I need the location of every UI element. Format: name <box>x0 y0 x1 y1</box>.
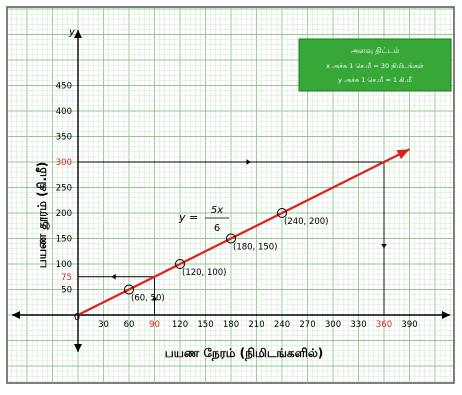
scale-box-line-1: x அச்சு 1 செ.மீ = 30 நிமிடங்கள் <box>326 62 425 70</box>
data-point-label: (240, 200) <box>284 217 328 227</box>
y-tick-label: 100 <box>56 260 72 270</box>
x-tick-label: 120 <box>172 320 188 330</box>
data-point-label: (60, 50) <box>131 294 165 304</box>
scale-box-background <box>298 38 452 92</box>
y-axis-label: பயண தூரம் (கி.மீ) <box>35 162 50 268</box>
x-tick-label: 270 <box>299 320 315 330</box>
equation-label: y = 5x 6 <box>178 205 229 234</box>
equation-eq: = <box>189 211 198 224</box>
x-axis-label: பயண நேரம் (நிமிடங்களில்) <box>165 346 324 361</box>
series-arrowhead <box>396 149 410 160</box>
guide-arrow-x360-down-head <box>381 244 387 249</box>
data-point <box>124 284 134 295</box>
y-axis-letter: y <box>68 27 76 38</box>
x-tick-label: 210 <box>248 320 264 330</box>
y-tick-label: 300 <box>56 158 72 168</box>
y-tick-label: 450 <box>56 82 72 92</box>
data-point <box>175 259 185 269</box>
x-tick-label: 300 <box>325 320 341 330</box>
y-axis-arrow-top <box>74 30 82 38</box>
equation-numerator: 5x <box>211 205 223 216</box>
x-tick-label: 180 <box>223 320 239 330</box>
y-tick-label: 250 <box>56 184 72 194</box>
y-axis-arrow-bottom <box>74 344 82 352</box>
y-tick-label: 50 <box>61 286 72 296</box>
guide-arrow-y75-left-head <box>111 274 116 280</box>
equation-lhs: y <box>178 211 186 224</box>
x-tick-label: 330 <box>350 320 366 330</box>
data-point <box>277 208 287 218</box>
y-tick-label: 350 <box>56 133 72 143</box>
x-tick-label: 360 <box>376 320 392 330</box>
data-point-label: (120, 100) <box>182 268 226 278</box>
scale-box-title: அளவு திட்டம் <box>351 46 400 55</box>
x-tick-label: 30 <box>98 320 109 330</box>
data-point <box>226 233 236 244</box>
scale-box: அளவு திட்டம் x அச்சு 1 செ.மீ = 30 நிமிடங… <box>298 38 452 92</box>
x-tick-label: 390 <box>401 320 417 330</box>
scale-box-line-2: y அச்சு 1 செ.மீ = 1 கி.மீ <box>338 76 412 84</box>
x-tick-label: 60 <box>124 320 135 330</box>
y-tick-label: 400 <box>56 107 72 117</box>
x-tick-label: 240 <box>274 320 290 330</box>
tick-labels: 30 60 90 120 150 180 210 240 270 300 330 360 3905075… <box>56 82 418 331</box>
guide-arrows <box>78 159 387 315</box>
x-tick-label: 90 <box>149 320 160 330</box>
guide-arrow-y300-right-head <box>246 159 251 165</box>
equation-denominator: 6 <box>214 223 220 234</box>
x-tick-label: 150 <box>197 320 213 330</box>
axes <box>12 30 450 352</box>
origin-label: 0 <box>74 312 80 323</box>
guide-arrow-x90-up-head <box>151 295 158 301</box>
y-tick-label: 200 <box>56 209 72 219</box>
x-axis-arrow-left <box>12 311 20 319</box>
y-tick-label: 75 <box>61 273 72 283</box>
chart-border <box>6 6 455 384</box>
points-layer: (60, 50) (120, 100) (180, 150) (240, 200) <box>124 208 328 304</box>
y-tick-label: 150 <box>56 235 72 245</box>
data-point-label: (180, 150) <box>233 243 277 253</box>
x-axis-arrow-right <box>442 311 450 319</box>
